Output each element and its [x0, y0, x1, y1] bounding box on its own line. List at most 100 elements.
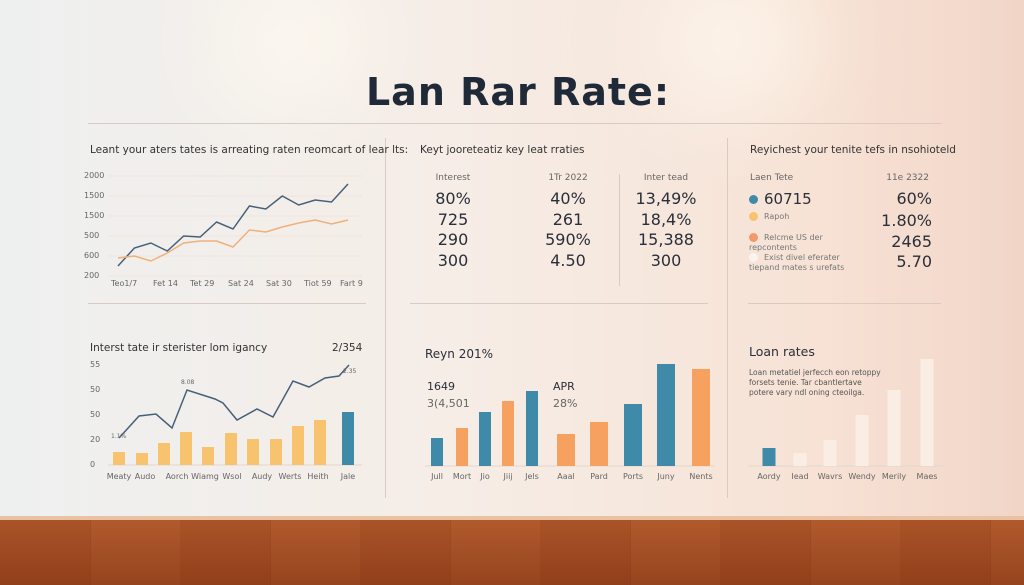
combo-chart-heading: Interst tate ir sterister lom igancy	[90, 342, 268, 354]
title-divider	[88, 123, 942, 124]
legend-row: Relcme US der repcontents	[749, 233, 869, 252]
annotation: 1.1%	[111, 433, 127, 440]
bar	[342, 412, 354, 465]
table-cell: 18,4%	[640, 209, 692, 229]
bar-aordy	[762, 448, 776, 466]
x-tick-label: Werts	[278, 472, 302, 481]
loan-description-3: potere vary ndl oning cteoilga.	[749, 388, 865, 397]
x-tick-label: Mort	[452, 472, 472, 481]
bar-wavrs	[823, 440, 837, 466]
table-header: Inter tead	[643, 173, 689, 183]
y-tick-label: 0	[90, 460, 96, 469]
loan-description-2: forsets tenie. Tar cbantlertave	[749, 378, 862, 387]
bar-merily	[887, 390, 901, 466]
legend-value: 2465	[891, 232, 932, 251]
bar-jiij	[502, 401, 514, 466]
legend-header-left: Laen Tete	[750, 173, 794, 183]
y-tick-label: 55	[90, 360, 101, 369]
column-divider-2	[727, 138, 728, 498]
bar	[136, 453, 148, 465]
bar-jels	[526, 391, 538, 466]
y-tick-label: 1500	[84, 191, 105, 200]
bar	[225, 433, 237, 465]
bar-jio	[479, 412, 491, 466]
annotation: 2.35	[343, 368, 357, 375]
legend-value: 1.80%	[881, 211, 932, 230]
table-cell: 590%	[545, 230, 591, 249]
loan-description-1: Loan metatiel jerfecch eon retoppy	[749, 368, 881, 377]
legend-value: 60%	[896, 189, 932, 208]
table-divider	[619, 174, 620, 286]
x-tick-label: Juny	[657, 472, 675, 481]
y-tick-label: 600	[84, 251, 100, 260]
x-tick-label: Aorch	[165, 472, 189, 481]
y-tick-label: 1500	[84, 211, 105, 220]
annotation: 8.08	[181, 379, 195, 386]
x-tick-label: Iead	[791, 472, 809, 481]
x-tick-label: Meaty	[106, 472, 132, 481]
bar-juny	[657, 364, 675, 466]
table-cell: 4.50	[550, 250, 586, 270]
bars-heading: Reyn 201%	[425, 347, 494, 361]
bar	[314, 420, 326, 465]
series-line-blue	[117, 183, 349, 267]
table-header: 1Tr 2022	[548, 173, 588, 183]
bar-mort	[456, 428, 468, 466]
bar-pard	[590, 422, 608, 466]
y-tick-label: 500	[84, 231, 100, 240]
legend-label: Relcme US der repcontents	[749, 233, 823, 252]
bar-wendy	[855, 415, 869, 466]
x-tick-label: Ports	[622, 472, 644, 481]
legend-row: Exist divel eferater tiepand mates s ure…	[749, 253, 869, 272]
stat1-label: 1649	[427, 380, 455, 393]
table-cell: 13,49%	[635, 189, 697, 208]
series-line	[118, 364, 350, 439]
legend-dot-icon	[749, 233, 758, 242]
column-divider-1	[385, 138, 386, 498]
table-cell: 261	[552, 209, 584, 229]
bar-jull	[431, 438, 443, 466]
bar-ports	[624, 404, 642, 466]
legend-label: 60715	[764, 190, 812, 208]
bar-maes	[920, 359, 934, 466]
x-tick-label: Aaal	[557, 472, 575, 481]
bar	[247, 439, 259, 465]
legend-label: Rapoh	[764, 212, 790, 221]
table-heading: Keyt jooreteatiz key leat rraties	[420, 144, 585, 156]
legend-heading: Reyichest your tenite tefs in nsohioteld	[750, 144, 956, 156]
table-cell: 725	[437, 209, 469, 229]
legend-dot-icon	[749, 212, 758, 221]
x-tick-label: Maes	[916, 472, 938, 481]
x-tick-label: Jale	[340, 472, 356, 481]
legend-header-right: 11e 2322	[886, 173, 929, 183]
x-tick-label: Sat 24	[228, 279, 254, 288]
table-cell: 300	[437, 250, 469, 270]
stat2-value: 28%	[553, 397, 578, 410]
bar-iead	[793, 453, 807, 466]
y-tick-label: 200	[84, 271, 100, 280]
x-tick-label: Heith	[307, 472, 329, 481]
table-cell: 15,388	[638, 230, 694, 249]
stat2-label: APR	[553, 380, 575, 393]
floor-edge	[0, 516, 1024, 521]
x-tick-label: Aordy	[757, 472, 781, 481]
legend-dot-icon	[749, 253, 758, 262]
bar	[180, 432, 192, 465]
line-chart-heading: Leant your aters tates is arreating rate…	[90, 144, 409, 156]
legend-label: Exist divel eferater tiepand mates s ure…	[749, 253, 845, 272]
x-tick-label: Wendy	[848, 472, 876, 481]
x-tick-label: Tet 29	[190, 279, 215, 288]
x-tick-label: Wavrs	[817, 472, 843, 481]
table-cell: 290	[437, 230, 469, 249]
table-cell: 40%	[550, 189, 586, 208]
legend-value: 5.70	[896, 252, 932, 271]
x-tick-label: Fart 9	[340, 279, 363, 288]
bar	[202, 447, 214, 465]
row-divider-left	[88, 303, 366, 304]
x-tick-label: Teo1/7	[111, 279, 138, 288]
x-tick-label: Merily	[881, 472, 907, 481]
y-tick-label: 50	[90, 385, 101, 394]
row-divider-right	[748, 303, 941, 304]
bar	[113, 452, 125, 465]
